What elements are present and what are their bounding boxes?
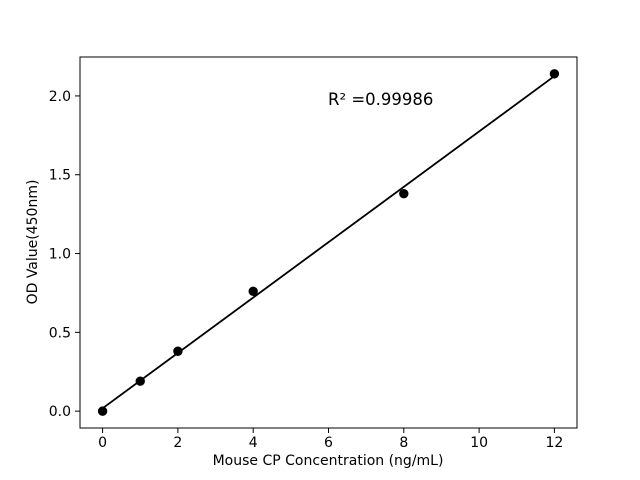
y-axis-label: OD Value(450nm) (25, 179, 41, 305)
x-tick-label: 10 (470, 435, 488, 451)
data-point (97, 406, 108, 416)
data-point (173, 346, 183, 356)
y-tick-label: 1.0 (49, 247, 71, 263)
data-point (549, 69, 560, 79)
data-point (248, 286, 258, 297)
x-axis-label: Mouse CP Concentration (ng/mL) (212, 453, 444, 469)
y-tick-label: 2.0 (49, 89, 71, 105)
x-tick-label: 8 (399, 435, 408, 451)
r-squared-annotation: R² =0.99986 (328, 90, 434, 109)
y-tick-label: 0.5 (49, 325, 71, 341)
data-point (399, 188, 409, 199)
x-tick-label: 2 (173, 435, 182, 451)
x-tick-label: 12 (545, 435, 563, 451)
x-tick-label: 4 (249, 435, 258, 451)
y-tick-label: 1.5 (49, 168, 71, 184)
y-tick-label: 0.0 (49, 404, 71, 420)
x-tick-label: 0 (98, 435, 107, 451)
fit-line (101, 75, 556, 410)
data-point (135, 376, 145, 386)
x-tick-label: 6 (324, 435, 333, 451)
